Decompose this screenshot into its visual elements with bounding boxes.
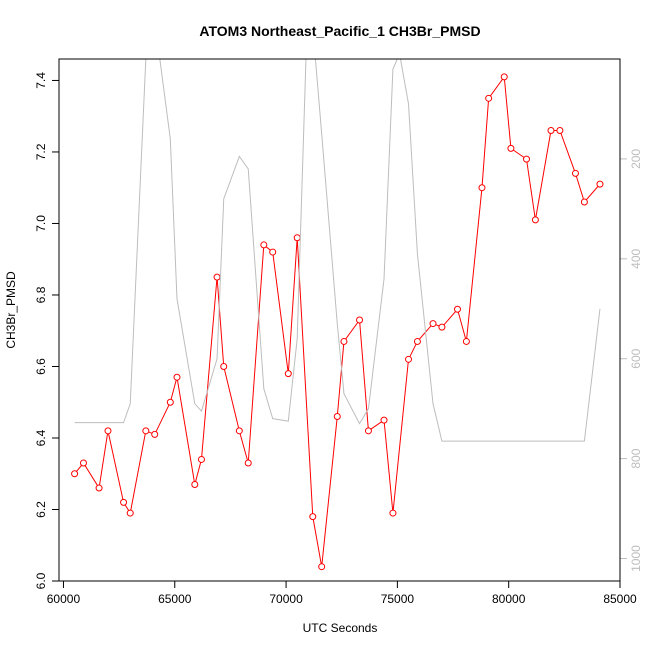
- data-point: [309, 513, 317, 521]
- y-tick-label: 6.2: [34, 501, 48, 518]
- data-point: [453, 305, 461, 313]
- data-point: [507, 144, 515, 152]
- y-tick-label: 6.4: [34, 429, 48, 446]
- y-tick-label: 7.4: [34, 72, 48, 89]
- data-point: [531, 216, 539, 224]
- y2-tick-label: 600: [629, 348, 643, 368]
- x-tick-label: 85000: [603, 592, 637, 606]
- data-point: [71, 470, 79, 478]
- x-axis: 60000 65000 70000 75000 80000 85000: [47, 581, 637, 606]
- x-tick-label: 60000: [47, 592, 81, 606]
- data-point: [126, 509, 134, 517]
- chart-title: ATOM3 Northeast_Pacific_1 CH3Br_PMSD: [199, 23, 480, 39]
- y-tick-label: 6.0: [34, 572, 48, 589]
- data-point: [413, 337, 421, 345]
- data-point: [380, 416, 388, 424]
- data-point: [596, 180, 604, 188]
- data-point: [438, 323, 446, 331]
- x-axis-label: UTC Seconds: [303, 621, 378, 635]
- data-point: [389, 509, 397, 517]
- data-point: [340, 337, 348, 345]
- data-point: [95, 484, 103, 492]
- data-point: [166, 398, 174, 406]
- data-point: [79, 459, 87, 467]
- data-point: [485, 94, 493, 102]
- data-point: [318, 563, 326, 571]
- x-tick-label: 80000: [492, 592, 526, 606]
- data-point: [104, 427, 112, 435]
- plot-frame: [58, 58, 621, 582]
- data-point: [213, 273, 221, 281]
- data-point: [462, 337, 470, 345]
- x-tick-label: 65000: [158, 592, 192, 606]
- data-point: [478, 184, 486, 192]
- data-point: [151, 430, 159, 438]
- y2-tick-label: 200: [629, 149, 643, 169]
- plot-area: [71, 59, 604, 571]
- y-tick-label: 7.0: [34, 215, 48, 232]
- x-tick-label: 75000: [381, 592, 415, 606]
- secondary-series-line: [74, 59, 601, 442]
- data-point: [556, 127, 564, 135]
- y-axis-label: CH3Br_PMSD: [4, 271, 18, 349]
- data-point: [500, 73, 508, 81]
- data-point: [197, 455, 205, 463]
- data-point: [260, 241, 268, 249]
- y2-tick-label: 1000: [629, 545, 643, 572]
- data-point: [284, 370, 292, 378]
- y-tick-label: 6.6: [34, 358, 48, 375]
- data-point: [547, 127, 555, 135]
- data-point: [191, 480, 199, 488]
- y2-tick-label: 800: [629, 448, 643, 468]
- y-axis-left: 6.0 6.2 6.4 6.6 6.8 7.0 7.2 7.4: [34, 72, 59, 589]
- y2-tick-label: 400: [629, 248, 643, 268]
- data-point: [142, 427, 150, 435]
- data-point: [523, 155, 530, 163]
- data-point: [120, 498, 128, 506]
- data-point: [405, 355, 413, 363]
- data-point: [269, 248, 277, 256]
- data-point: [356, 316, 364, 324]
- y-tick-label: 6.8: [34, 286, 48, 303]
- data-point: [173, 373, 181, 381]
- data-point: [333, 413, 341, 421]
- data-point: [293, 234, 301, 242]
- data-point: [429, 320, 437, 328]
- data-point: [364, 427, 372, 435]
- data-point: [571, 169, 579, 177]
- data-point: [244, 459, 252, 467]
- data-point: [220, 362, 228, 370]
- y-axis-right: 200 400 600 800 1000: [620, 149, 643, 572]
- data-point: [235, 427, 243, 435]
- series-group: [71, 59, 604, 571]
- data-point: [580, 198, 588, 206]
- x-tick-label: 70000: [269, 592, 303, 606]
- y-tick-label: 7.2: [34, 143, 48, 160]
